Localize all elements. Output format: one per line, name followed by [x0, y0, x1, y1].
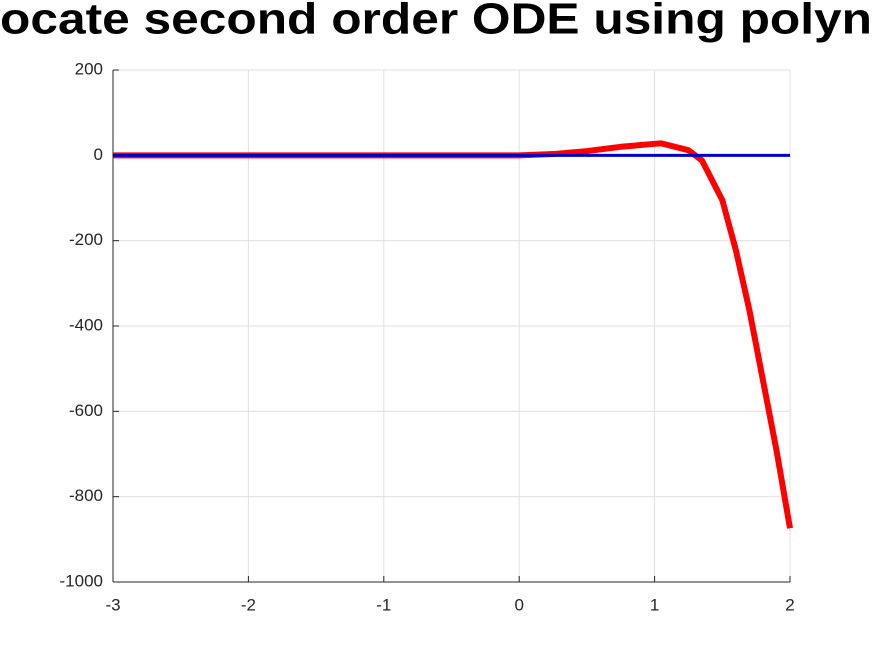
y-tick-label: -200 [69, 230, 103, 249]
x-tick-label: 0 [514, 595, 523, 614]
line-series [113, 140, 793, 529]
x-tick-label: -2 [241, 595, 256, 614]
y-tick-label: 200 [75, 59, 103, 78]
x-tick-label: 1 [650, 595, 659, 614]
y-tick-label: 0 [94, 145, 103, 164]
x-tick-label: -1 [376, 595, 391, 614]
chart-title: ocate second order ODE using polyn [0, 0, 872, 44]
x-tick-label: 2 [785, 595, 794, 614]
y-tick-label: -600 [69, 401, 103, 420]
y-tick-label: -1000 [60, 571, 103, 590]
x-tick-label: -3 [105, 595, 120, 614]
y-tick-label: -800 [69, 486, 103, 505]
y-tick-label: -400 [69, 315, 103, 334]
